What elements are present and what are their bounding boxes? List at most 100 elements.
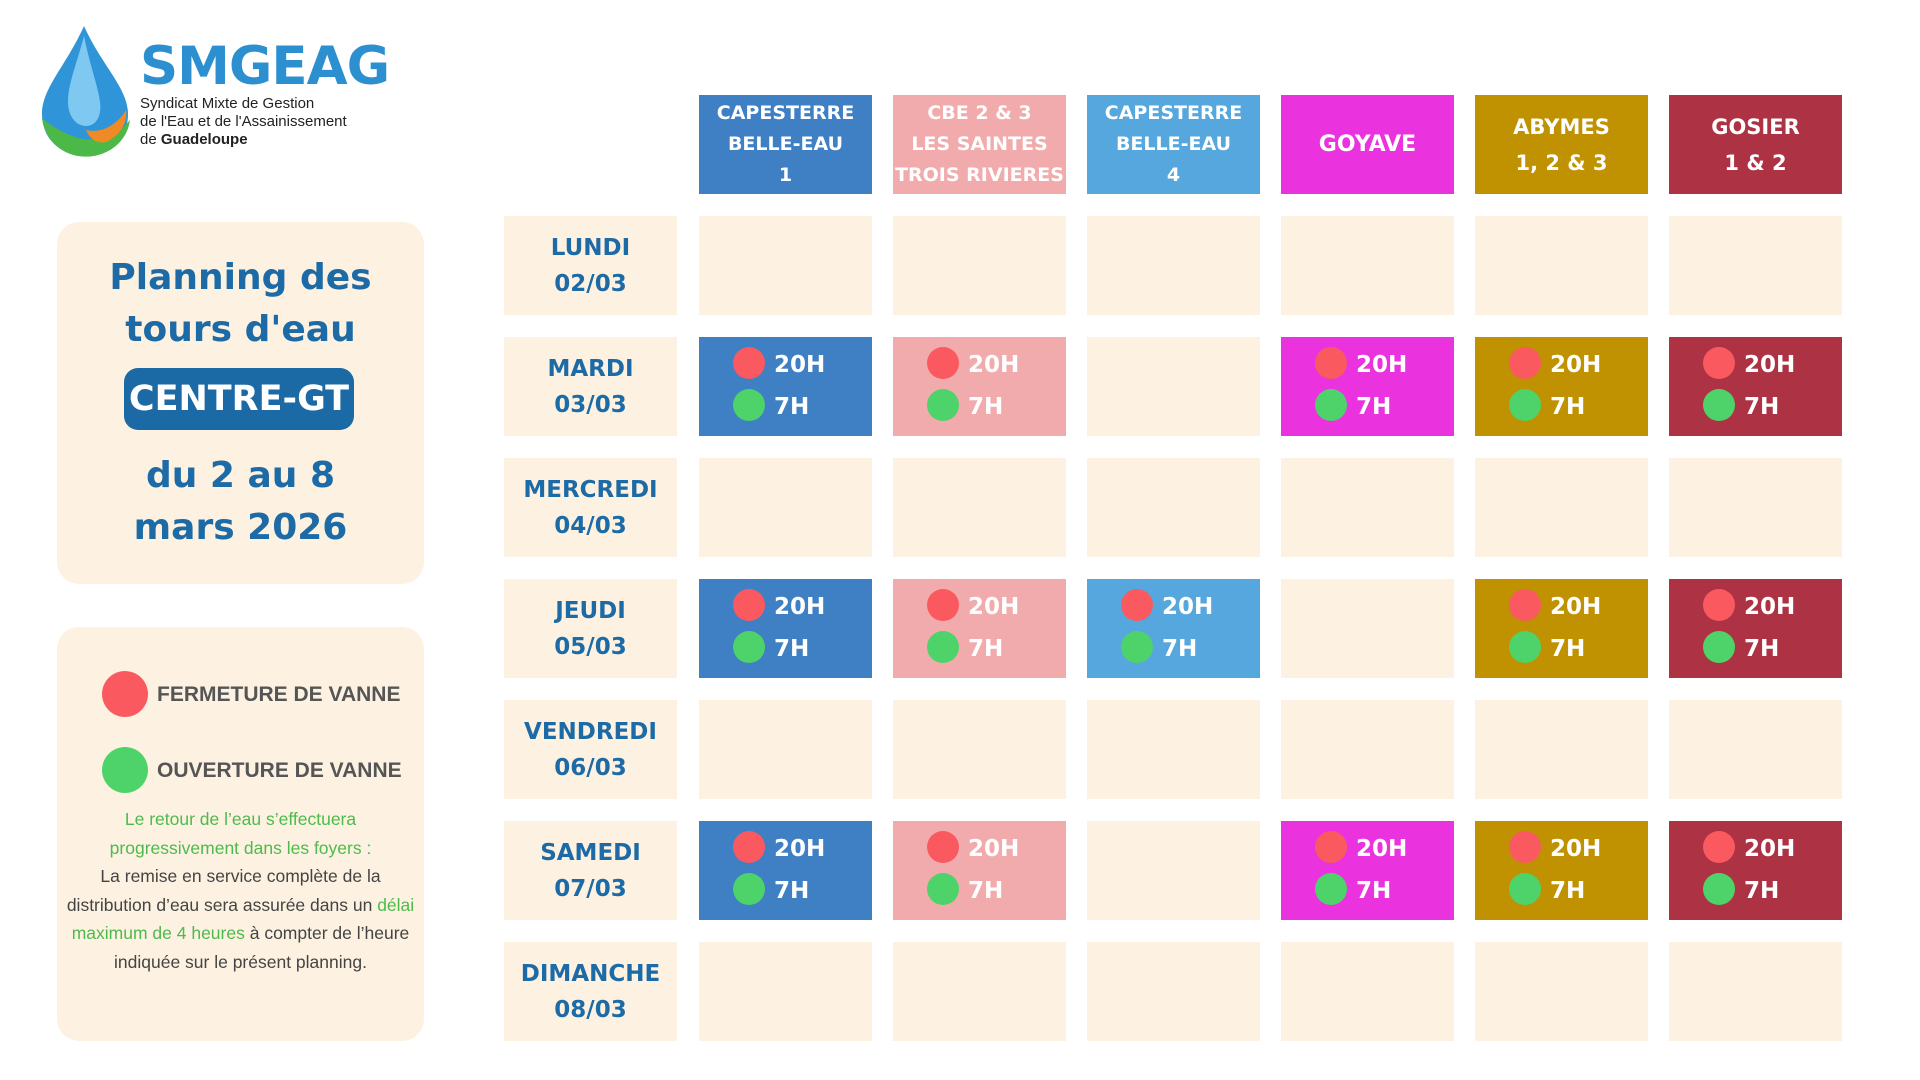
column-header-line: 1 & 2	[1724, 150, 1787, 175]
valve-close-icon	[102, 671, 148, 717]
closing-time-label: 20H	[774, 836, 826, 862]
valve-open-icon	[1703, 389, 1735, 421]
valve-close-icon	[1509, 831, 1541, 863]
valve-close-icon	[733, 589, 765, 621]
schedule-cell-empty	[1281, 458, 1454, 557]
valve-close-icon	[1315, 347, 1347, 379]
notice-green-text-2: délai maximum de 4 heures	[71, 894, 415, 944]
logo-subtitle-prefix: de	[140, 131, 161, 148]
day-label: LUNDI 02/03	[504, 216, 677, 315]
closing-time-label: 20H	[968, 352, 1020, 378]
opening-time-label: 7H	[774, 636, 810, 662]
column-header-line: LES SAINTES	[911, 133, 1048, 155]
valve-close-icon	[927, 347, 959, 379]
schedule-cell-empty	[1475, 942, 1648, 1041]
column-header-line: GOYAVE	[1318, 131, 1417, 157]
closing-time-label: 20H	[1356, 836, 1408, 862]
sector-badge: CENTRE-GT	[124, 368, 354, 430]
column-header-line: 1	[778, 164, 793, 186]
valve-open-icon	[1509, 389, 1541, 421]
logo-name: SMGEAG	[140, 36, 390, 97]
valve-open-icon	[733, 873, 765, 905]
day-label: MERCREDI 04/03	[504, 458, 677, 557]
opening-time-label: 7H	[1550, 636, 1586, 662]
closing-time-label: 20H	[1744, 594, 1796, 620]
opening-time-label: 7H	[968, 878, 1004, 904]
valve-open-icon	[1121, 631, 1153, 663]
smgeag-logo: SMGEAG Syndicat Mixte de Gestion de l'Ea…	[36, 26, 390, 161]
schedule-cell-active: 20H 7H	[1475, 579, 1648, 678]
schedule-cell-active: 20H 7H	[893, 337, 1066, 436]
schedule-cell-empty	[1087, 337, 1260, 436]
schedule-cell-empty	[1669, 458, 1842, 557]
water-drop-logo-icon	[42, 26, 130, 157]
valve-open-icon	[1509, 631, 1541, 663]
valve-close-icon	[733, 831, 765, 863]
opening-time-label: 7H	[968, 636, 1004, 662]
schedule-cell-empty	[893, 458, 1066, 557]
valve-open-icon	[733, 389, 765, 421]
valve-open-icon	[733, 631, 765, 663]
valve-open-icon	[1315, 389, 1347, 421]
valve-close-icon	[733, 347, 765, 379]
legend-card: FERMETURE DE VANNE OUVERTURE DE VANNE Le…	[57, 627, 424, 1041]
schedule-cell-empty	[1281, 942, 1454, 1041]
valve-close-icon	[1509, 347, 1541, 379]
column-header: ABYMES 1, 2 & 3	[1475, 95, 1648, 194]
valve-open-icon	[1703, 873, 1735, 905]
column-header-line: ABYMES	[1513, 114, 1610, 139]
valve-close-icon	[1315, 831, 1347, 863]
schedule-cell-empty	[1475, 700, 1648, 799]
schedule-cell-empty	[699, 216, 872, 315]
closing-time-label: 20H	[1162, 594, 1214, 620]
schedule-cell-empty	[1087, 216, 1260, 315]
schedule-cell-empty	[1475, 216, 1648, 315]
day-label: MARDI 03/03	[504, 337, 677, 436]
valve-close-icon	[1703, 831, 1735, 863]
schedule-cell-empty	[1475, 458, 1648, 557]
schedule-cell-empty	[1669, 942, 1842, 1041]
day-name: SAMEDI	[540, 839, 641, 866]
schedule-cell-active: 20H 7H	[1281, 337, 1454, 436]
closing-time-label: 20H	[1744, 352, 1796, 378]
schedule-cell-empty	[699, 458, 872, 557]
schedule-cell-empty	[699, 700, 872, 799]
opening-time-label: 7H	[1550, 878, 1586, 904]
day-name: JEUDI	[555, 597, 626, 624]
closing-time-label: 20H	[774, 352, 826, 378]
opening-time-label: 7H	[774, 878, 810, 904]
day-date: 08/03	[554, 996, 627, 1023]
day-name: LUNDI	[550, 234, 631, 261]
valve-open-icon	[927, 873, 959, 905]
schedule-cell-empty	[1087, 700, 1260, 799]
legend-open-label: OUVERTURE DE VANNE	[157, 759, 402, 782]
opening-time-label: 7H	[774, 394, 810, 420]
closing-time-label: 20H	[1550, 594, 1602, 620]
valve-close-icon	[1703, 589, 1735, 621]
column-header-line: 1, 2 & 3	[1515, 150, 1608, 175]
valve-open-icon	[927, 631, 959, 663]
closing-time-label: 20H	[968, 836, 1020, 862]
valve-open-icon	[1703, 631, 1735, 663]
valve-open-icon	[927, 389, 959, 421]
opening-time-label: 7H	[1744, 878, 1780, 904]
notice-text-1: La remise en service complète de la dist…	[66, 866, 381, 915]
day-name: MARDI	[547, 355, 634, 382]
valve-close-icon	[927, 831, 959, 863]
schedule-cell-active: 20H 7H	[699, 821, 872, 920]
schedule-cell-empty	[699, 942, 872, 1041]
day-date: 03/03	[554, 391, 627, 418]
schedule-cell-empty	[1087, 458, 1260, 557]
closing-time-label: 20H	[1744, 836, 1796, 862]
logo-subtitle-line1: Syndicat Mixte de Gestion	[140, 95, 315, 112]
legend-close-label: FERMETURE DE VANNE	[157, 683, 401, 706]
schedule-cell-empty	[1669, 700, 1842, 799]
column-header-line: TROIS RIVIERES	[895, 164, 1064, 186]
schedule-cell-active: 20H 7H	[1281, 821, 1454, 920]
schedule-cell-empty	[893, 942, 1066, 1041]
column-header-line: BELLE-EAU	[1115, 133, 1232, 155]
title-card: Planning des tours d'eau CENTRE-GT du 2 …	[57, 222, 424, 584]
opening-time-label: 7H	[1356, 394, 1392, 420]
valve-open-icon	[1315, 873, 1347, 905]
schedule-cell-active: 20H 7H	[1669, 821, 1842, 920]
